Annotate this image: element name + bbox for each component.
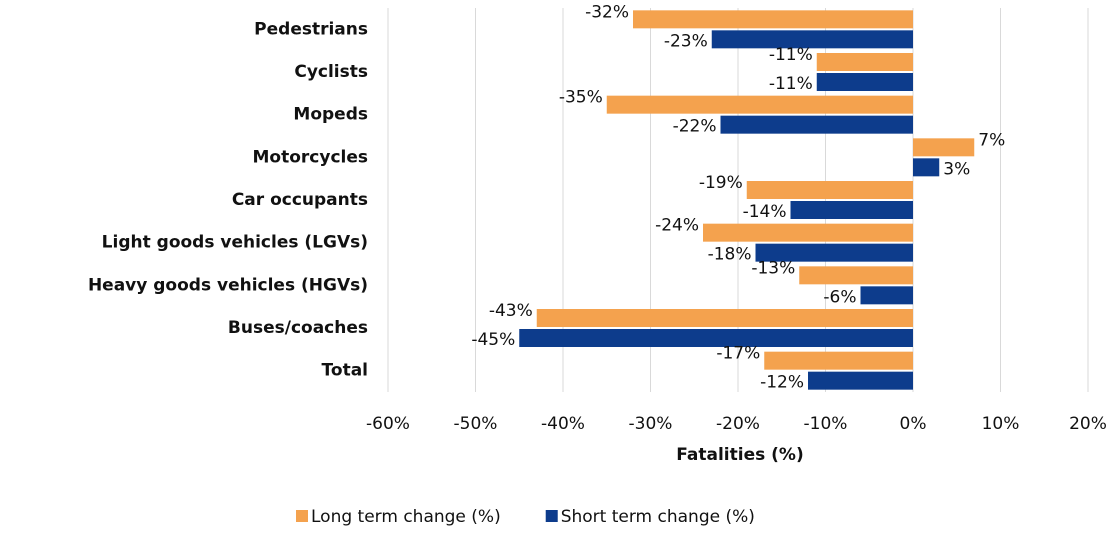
bar — [816, 73, 913, 91]
data-label: 3% — [943, 159, 970, 179]
bar — [799, 266, 913, 285]
bar — [536, 309, 913, 327]
x-tick-label: 10% — [982, 414, 1020, 434]
x-axis-title: Fatalities (%) — [676, 445, 803, 465]
data-label: -14% — [743, 202, 787, 222]
bar — [790, 201, 913, 219]
category-label: Car occupants — [232, 190, 368, 210]
data-label: -18% — [708, 245, 752, 265]
category-label: Cyclists — [294, 62, 368, 82]
bar — [913, 158, 940, 177]
bar — [808, 371, 913, 390]
data-label: -35% — [559, 88, 603, 108]
data-label: -6% — [823, 287, 856, 307]
data-label: -23% — [664, 31, 708, 51]
category-label: Heavy goods vehicles (HGVs) — [88, 275, 368, 295]
category-label: Buses/coaches — [228, 318, 368, 338]
legend-label: Short term change (%) — [561, 507, 755, 527]
bar — [746, 181, 913, 199]
data-label: -45% — [471, 330, 515, 350]
bar — [711, 30, 913, 49]
bar — [519, 329, 913, 347]
data-label: -22% — [673, 117, 717, 137]
data-label: -43% — [489, 301, 533, 321]
data-label: -13% — [751, 258, 795, 278]
bar — [606, 95, 913, 114]
data-label: -17% — [716, 344, 760, 364]
data-label: -11% — [769, 45, 813, 65]
data-label: -32% — [585, 2, 629, 22]
data-label: 7% — [978, 130, 1005, 150]
x-tick-label: 0% — [900, 414, 927, 434]
category-label: Mopeds — [293, 105, 368, 125]
x-tick-label: -40% — [541, 414, 585, 434]
bar — [633, 10, 913, 29]
data-label: -19% — [699, 173, 743, 193]
bar — [755, 243, 913, 262]
x-tick-label: -10% — [804, 414, 848, 434]
x-tick-label: 20% — [1069, 414, 1107, 434]
x-tick-label: -30% — [629, 414, 673, 434]
data-label: -24% — [655, 216, 699, 236]
category-label: Pedestrians — [254, 19, 368, 39]
data-label: -11% — [769, 74, 813, 94]
bar — [913, 138, 975, 157]
bar — [720, 115, 913, 134]
legend-swatch — [545, 510, 558, 522]
bar — [764, 351, 913, 370]
bar — [703, 223, 913, 242]
x-tick-label: -20% — [716, 414, 760, 434]
category-label: Total — [322, 361, 368, 381]
x-tick-label: -60% — [366, 414, 410, 434]
category-label: Motorcycles — [253, 147, 369, 167]
x-tick-label: -50% — [454, 414, 498, 434]
data-label: -12% — [760, 373, 804, 393]
bar — [816, 53, 913, 71]
legend-swatch — [296, 510, 308, 522]
category-label: Light goods vehicles (LGVs) — [102, 233, 368, 253]
bar — [860, 286, 913, 305]
legend-label: Long term change (%) — [311, 507, 501, 527]
